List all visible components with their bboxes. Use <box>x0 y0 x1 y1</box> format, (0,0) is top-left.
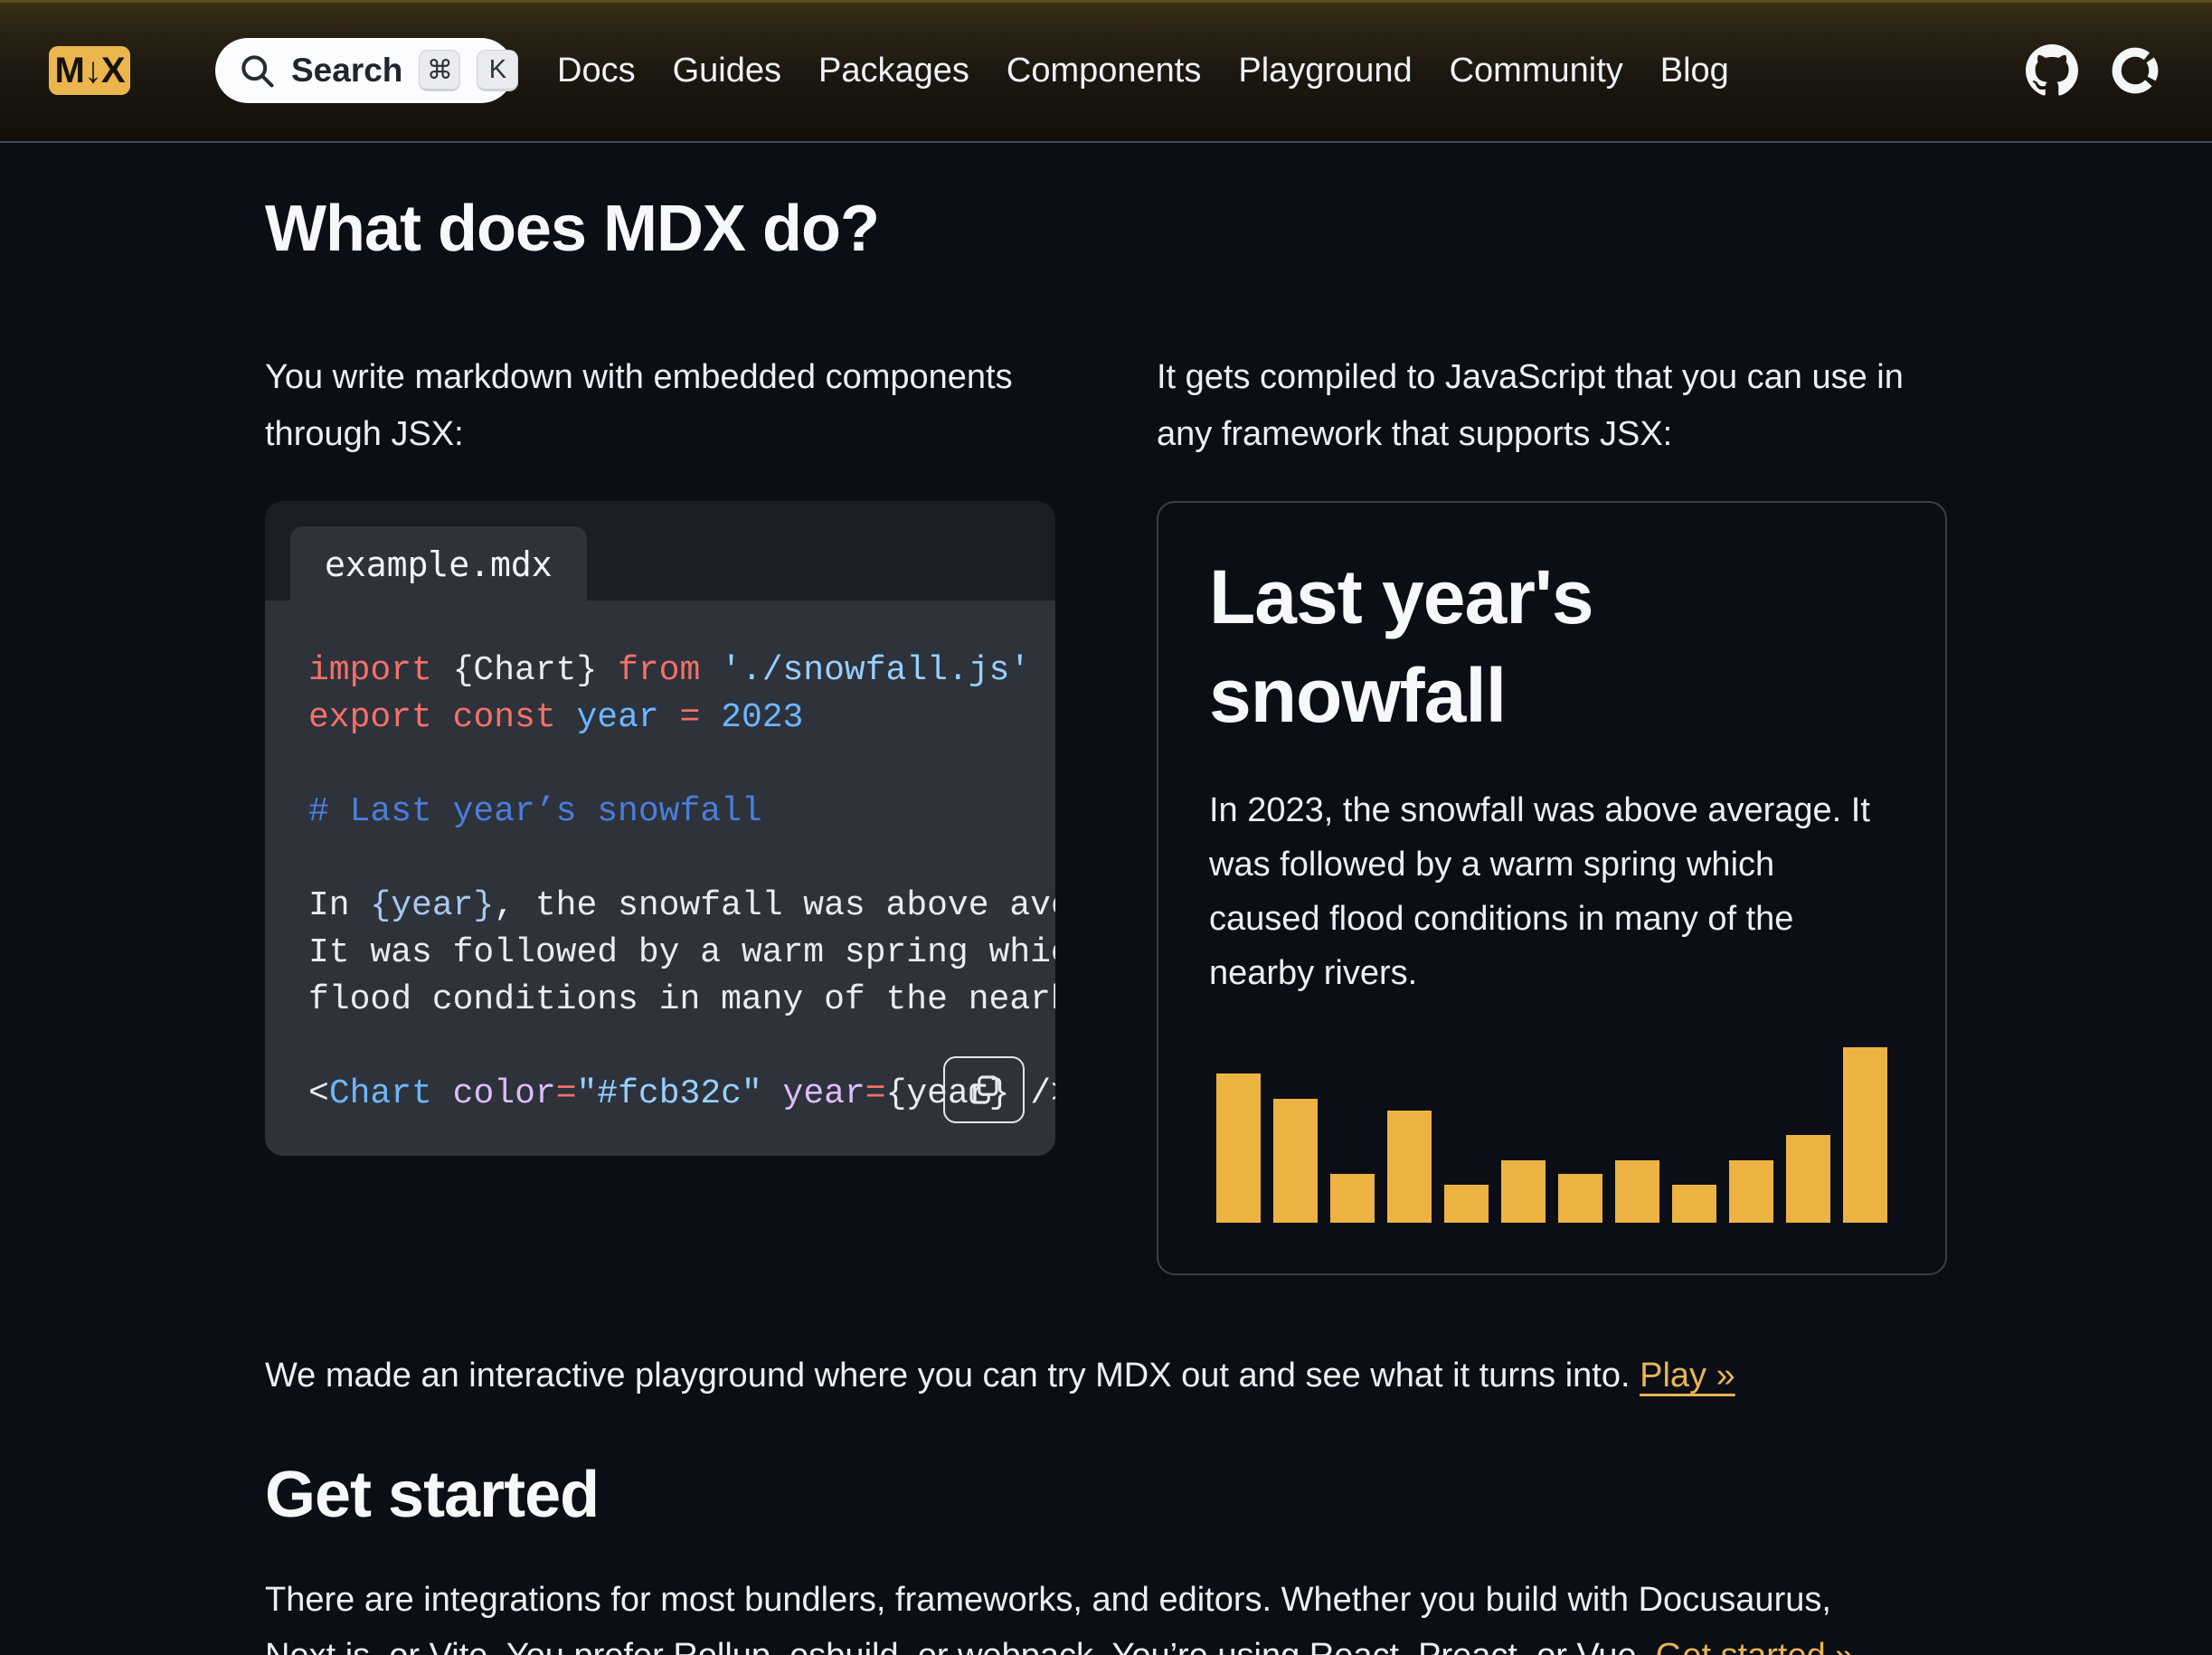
get-started-link[interactable]: Get started » <box>1656 1637 1855 1655</box>
kbd-k: K <box>477 50 519 91</box>
snowfall-bar-11 <box>1786 1135 1830 1224</box>
nav-item-packages: Packages <box>818 52 969 90</box>
main-content: What does MDX do? You write markdown wit… <box>265 192 1947 1655</box>
get-started-heading: Get started <box>265 1459 600 1532</box>
copy-icon <box>969 1075 998 1104</box>
snowfall-bar-6 <box>1501 1159 1546 1224</box>
playground-paragraph: We made an interactive playground where … <box>265 1348 1947 1404</box>
snowfall-bar-7 <box>1558 1174 1602 1224</box>
nav-item-components: Components <box>1007 52 1201 90</box>
nav-link-packages[interactable]: Packages <box>818 51 969 90</box>
nav-item-community: Community <box>1450 52 1623 90</box>
snowfall-bar-10 <box>1729 1159 1773 1224</box>
code-line: import {Chart} from './snowfall.js' <box>308 651 1031 690</box>
code-line: <Chart color="#fcb32c" year={year} /> <box>308 1074 1055 1113</box>
play-link[interactable]: Play » <box>1640 1357 1735 1395</box>
markdown-column: You write markdown with embedded compone… <box>265 266 1055 1275</box>
nav-link-components[interactable]: Components <box>1006 51 1202 90</box>
nav-link-playground[interactable]: Playground <box>1238 51 1413 90</box>
snowfall-bar-8 <box>1615 1159 1659 1224</box>
snowfall-bar-9 <box>1672 1184 1716 1224</box>
tab-example-mdx[interactable]: example.mdx <box>290 526 587 601</box>
mdx-logo[interactable]: M↓X <box>49 46 130 95</box>
snowfall-bar-chart <box>1209 1047 1895 1224</box>
snowfall-bar-2 <box>1273 1098 1318 1224</box>
code-block: import {Chart} from './snowfall.js' expor… <box>265 601 1055 1156</box>
copy-code-button[interactable] <box>943 1056 1025 1123</box>
integrations-text: There are integrations for most bundlers… <box>265 1581 1831 1655</box>
github-icon[interactable] <box>2026 44 2078 97</box>
code-tab-bar: example.mdx <box>265 501 1055 601</box>
right-intro-text: It gets compiled to JavaScript that you … <box>1157 358 1904 453</box>
code-line <box>308 742 1012 789</box>
snowfall-bar-12 <box>1843 1047 1887 1224</box>
snowfall-bar-4 <box>1387 1111 1432 1224</box>
nav-item-docs: Docs <box>557 52 636 90</box>
opencollective-icon[interactable] <box>2109 44 2161 97</box>
nav-link-guides[interactable]: Guides <box>672 51 781 90</box>
search-icon <box>237 51 277 90</box>
snowfall-bar-5 <box>1444 1184 1489 1224</box>
search-label: Search <box>291 52 403 89</box>
nav-link-community[interactable]: Community <box>1449 51 1623 90</box>
snowfall-bar-3 <box>1330 1174 1375 1224</box>
mdx-logo-text: M↓X <box>54 50 126 90</box>
code-line: # Last year’s snowfall <box>308 792 762 831</box>
code-line <box>308 836 1012 883</box>
code-line: flood conditions in many of the nearby r… <box>308 980 1055 1019</box>
top-nav: M↓X Search ⌘ K Docs Guides Packages Compone… <box>0 0 2212 143</box>
nav-link-docs[interactable]: Docs <box>557 51 636 90</box>
rendered-preview-card: Last year's snowfall In 2023, the snowfa… <box>1157 501 1947 1276</box>
example-mdx-code-card: example.mdx import {Chart} from './snowf… <box>265 501 1055 1156</box>
nav-link-blog[interactable]: Blog <box>1659 51 1729 90</box>
playground-text: We made an interactive playground where … <box>265 1357 1640 1395</box>
kbd-cmd: ⌘ <box>419 50 461 91</box>
search-input[interactable]: Search ⌘ K <box>215 38 519 103</box>
two-column-demo: You write markdown with embedded compone… <box>265 266 1947 1276</box>
nav-item-blog: Blog <box>1660 52 1729 90</box>
left-intro-text: You write markdown with embedded compone… <box>265 358 1013 453</box>
what-does-mdx-do-heading: What does MDX do? <box>265 193 880 265</box>
preview-title: Last year's snowfall <box>1209 554 1594 739</box>
nav-links: Docs Guides Packages Components Playground Co… <box>557 52 1729 90</box>
code-line: In {year}, the snowfall was above averag… <box>308 886 1055 925</box>
code-line: export const year = 2023 <box>308 698 804 737</box>
code-line <box>308 1024 1012 1071</box>
code-line: It was followed by a warm spring which c… <box>308 933 1055 972</box>
snowfall-bar-1 <box>1216 1073 1261 1224</box>
code-content: import {Chart} from './snowfall.js' expor… <box>308 648 1055 1118</box>
integrations-paragraph: There are integrations for most bundlers… <box>265 1572 1947 1655</box>
nav-item-guides: Guides <box>673 52 781 90</box>
preview-body: In 2023, the snowfall was above average.… <box>1209 791 1870 993</box>
compiled-column: It gets compiled to JavaScript that you … <box>1157 266 1947 1276</box>
nav-item-playground: Playground <box>1238 52 1412 90</box>
